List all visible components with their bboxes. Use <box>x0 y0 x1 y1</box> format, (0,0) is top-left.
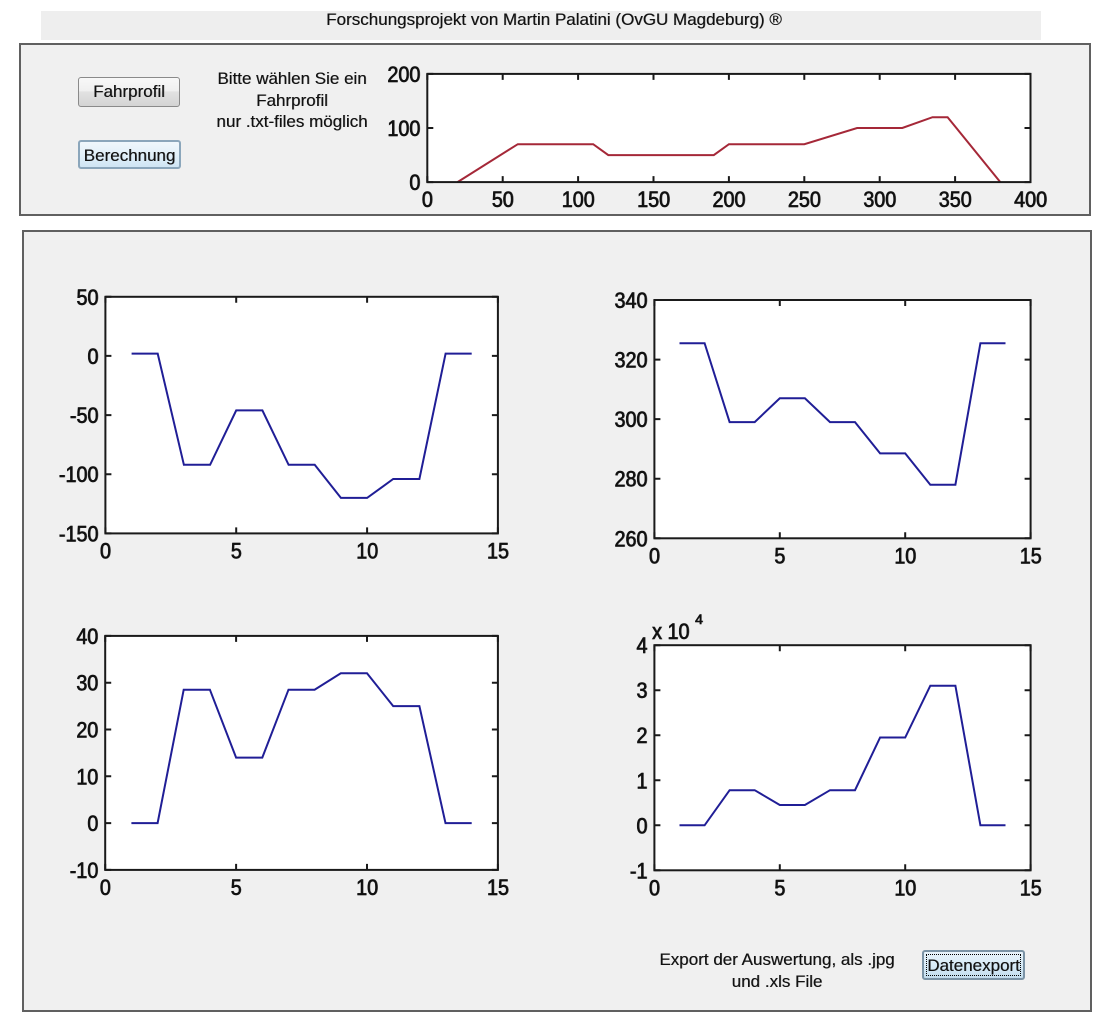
svg-text:100: 100 <box>387 116 420 141</box>
svg-text:0: 0 <box>649 875 660 900</box>
svg-text:5: 5 <box>774 875 785 900</box>
svg-text:4: 4 <box>695 611 703 627</box>
svg-text:10: 10 <box>894 543 916 568</box>
svg-text:250: 250 <box>788 187 821 212</box>
svg-text:10: 10 <box>76 764 98 789</box>
svg-text:15: 15 <box>1020 875 1042 900</box>
svg-text:0: 0 <box>409 170 420 195</box>
svg-text:200: 200 <box>712 187 745 212</box>
svg-text:10: 10 <box>356 538 378 563</box>
svg-text:2: 2 <box>636 723 647 748</box>
svg-text:-1: -1 <box>630 858 648 883</box>
svg-text:10: 10 <box>356 875 378 900</box>
svg-text:5: 5 <box>774 543 785 568</box>
svg-text:-10: -10 <box>70 858 99 883</box>
svg-text:30: 30 <box>76 671 98 696</box>
svg-text:260: 260 <box>614 526 647 551</box>
svg-text:100: 100 <box>562 187 595 212</box>
svg-text:300: 300 <box>614 407 647 432</box>
svg-text:4: 4 <box>636 633 647 658</box>
svg-text:0: 0 <box>87 811 98 836</box>
svg-text:15: 15 <box>1020 543 1042 568</box>
svg-text:340: 340 <box>614 288 647 313</box>
svg-text:0: 0 <box>100 875 111 900</box>
svg-text:150: 150 <box>637 187 670 212</box>
svg-text:5: 5 <box>231 538 242 563</box>
svg-text:-100: -100 <box>59 462 99 487</box>
svg-text:x 10: x 10 <box>652 619 689 644</box>
svg-text:1: 1 <box>636 768 647 793</box>
svg-text:0: 0 <box>100 538 111 563</box>
svg-text:50: 50 <box>492 187 514 212</box>
svg-text:50: 50 <box>76 285 98 310</box>
svg-text:0: 0 <box>636 813 647 838</box>
svg-text:320: 320 <box>614 348 647 373</box>
svg-text:0: 0 <box>87 344 98 369</box>
svg-text:-50: -50 <box>70 403 99 428</box>
svg-text:15: 15 <box>487 875 509 900</box>
svg-text:3: 3 <box>636 678 647 703</box>
svg-text:0: 0 <box>649 543 660 568</box>
svg-text:-150: -150 <box>59 521 99 546</box>
svg-text:20: 20 <box>76 718 98 743</box>
svg-text:15: 15 <box>487 538 509 563</box>
svg-text:400: 400 <box>1014 187 1047 212</box>
svg-text:0: 0 <box>422 187 433 212</box>
svg-text:40: 40 <box>76 624 98 649</box>
svg-text:350: 350 <box>939 187 972 212</box>
svg-text:200: 200 <box>387 62 420 87</box>
svg-text:280: 280 <box>614 467 647 492</box>
svg-text:5: 5 <box>231 875 242 900</box>
svg-text:10: 10 <box>894 875 916 900</box>
svg-text:300: 300 <box>863 187 896 212</box>
